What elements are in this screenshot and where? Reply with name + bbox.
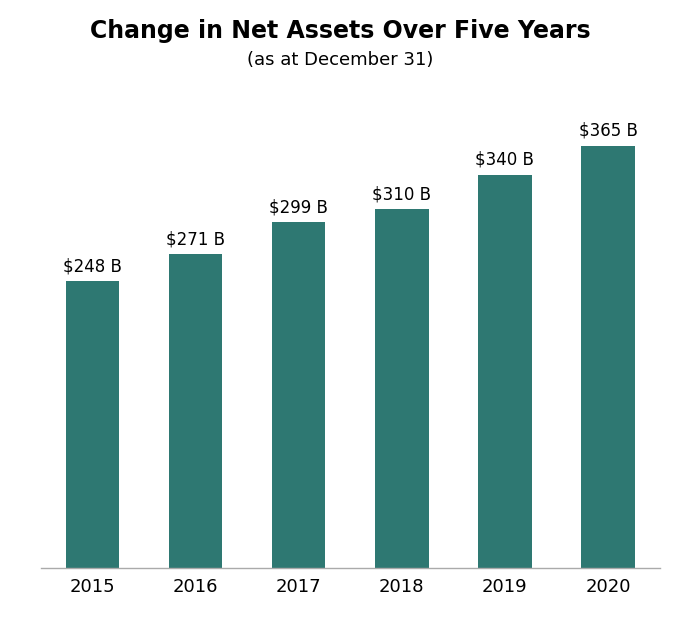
Text: $310 B: $310 B <box>372 186 431 203</box>
Text: Change in Net Assets Over Five Years: Change in Net Assets Over Five Years <box>90 19 590 43</box>
Text: $248 B: $248 B <box>63 257 122 275</box>
Text: $271 B: $271 B <box>166 230 225 249</box>
Bar <box>65 281 119 568</box>
Text: $299 B: $299 B <box>269 198 328 216</box>
Bar <box>478 175 532 568</box>
Bar <box>581 146 635 568</box>
Text: (as at December 31): (as at December 31) <box>247 51 433 69</box>
Text: $340 B: $340 B <box>475 151 534 168</box>
Bar <box>272 222 326 568</box>
Text: $365 B: $365 B <box>579 122 637 140</box>
Bar <box>375 209 428 568</box>
Bar <box>169 254 222 568</box>
